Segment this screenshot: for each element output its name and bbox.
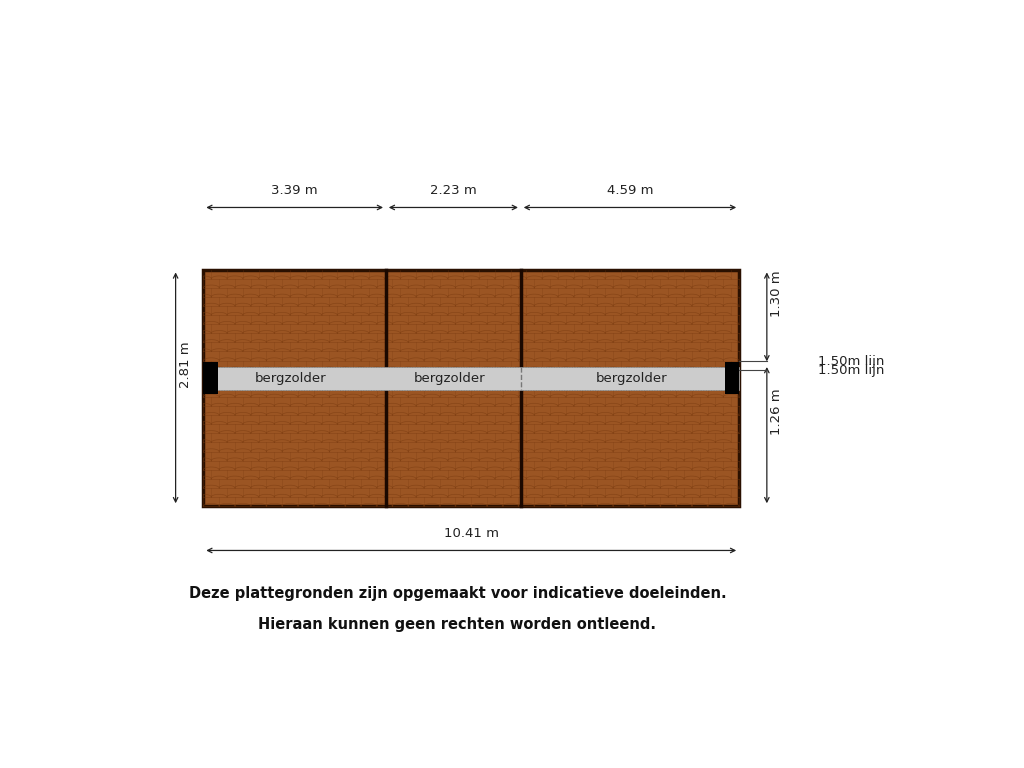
Text: bergzolder: bergzolder — [255, 372, 327, 385]
Text: 10.41 m: 10.41 m — [443, 527, 499, 540]
Text: 4.59 m: 4.59 m — [606, 184, 653, 197]
Bar — [204, 366, 739, 390]
Text: 1.50m lijn: 1.50m lijn — [818, 363, 885, 376]
Text: Hieraan kunnen geen rechten worden ontleend.: Hieraan kunnen geen rechten worden ontle… — [258, 617, 656, 632]
Bar — [204, 270, 739, 506]
Bar — [725, 362, 739, 394]
Text: Deze plattegronden zijn opgemaakt voor indicatieve doeleinden.: Deze plattegronden zijn opgemaakt voor i… — [188, 586, 726, 601]
Text: bergzolder: bergzolder — [414, 372, 485, 385]
Text: bergzolder: bergzolder — [596, 372, 668, 385]
Text: 2.81 m: 2.81 m — [178, 341, 191, 388]
Text: 1.50m lijn: 1.50m lijn — [818, 355, 885, 368]
Bar — [204, 362, 218, 394]
Text: 1.30 m: 1.30 m — [770, 270, 783, 317]
Text: 3.39 m: 3.39 m — [271, 184, 318, 197]
Text: 1.26 m: 1.26 m — [770, 389, 783, 435]
Text: 2.23 m: 2.23 m — [430, 184, 477, 197]
